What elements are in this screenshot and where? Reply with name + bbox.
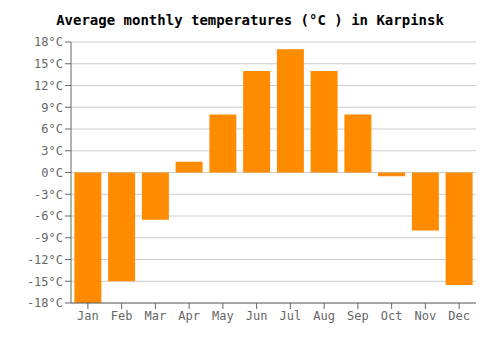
svg-text:Nov: Nov [415,309,437,323]
svg-text:May: May [212,309,234,323]
svg-text:12°C: 12°C [34,79,63,93]
svg-text:-12°C: -12°C [27,253,63,267]
svg-text:18°C: 18°C [34,35,63,49]
html-text:Average monthly temperatures (: Average monthly temperatures (°C ) in Ka… [56,12,444,28]
svg-text:0°C: 0°C [41,166,63,180]
svg-text:Jun: Jun [246,309,268,323]
svg-text:Mar: Mar [145,309,167,323]
svg-text:-6°C: -6°C [34,209,63,223]
svg-text:9°C: 9°C [41,101,63,115]
svg-text:Aug: Aug [313,309,335,323]
svg-text:Sep: Sep [347,309,369,323]
svg-text:-15°C: -15°C [27,275,63,289]
svg-text:6°C: 6°C [41,122,63,136]
svg-text:-18°C: -18°C [27,296,63,310]
svg-text:15°C: 15°C [34,57,63,71]
svg-text:-3°C: -3°C [34,188,63,202]
svg-text:Oct: Oct [381,309,403,323]
svg-text:Dec: Dec [448,309,470,323]
svg-text:Jul: Jul [280,309,302,323]
svg-text:Apr: Apr [178,309,200,323]
svg-text:-9°C: -9°C [34,231,63,245]
svg-text:Jan: Jan [77,309,99,323]
svg-text:Feb: Feb [111,309,133,323]
svg-text:3°C: 3°C [41,144,63,158]
